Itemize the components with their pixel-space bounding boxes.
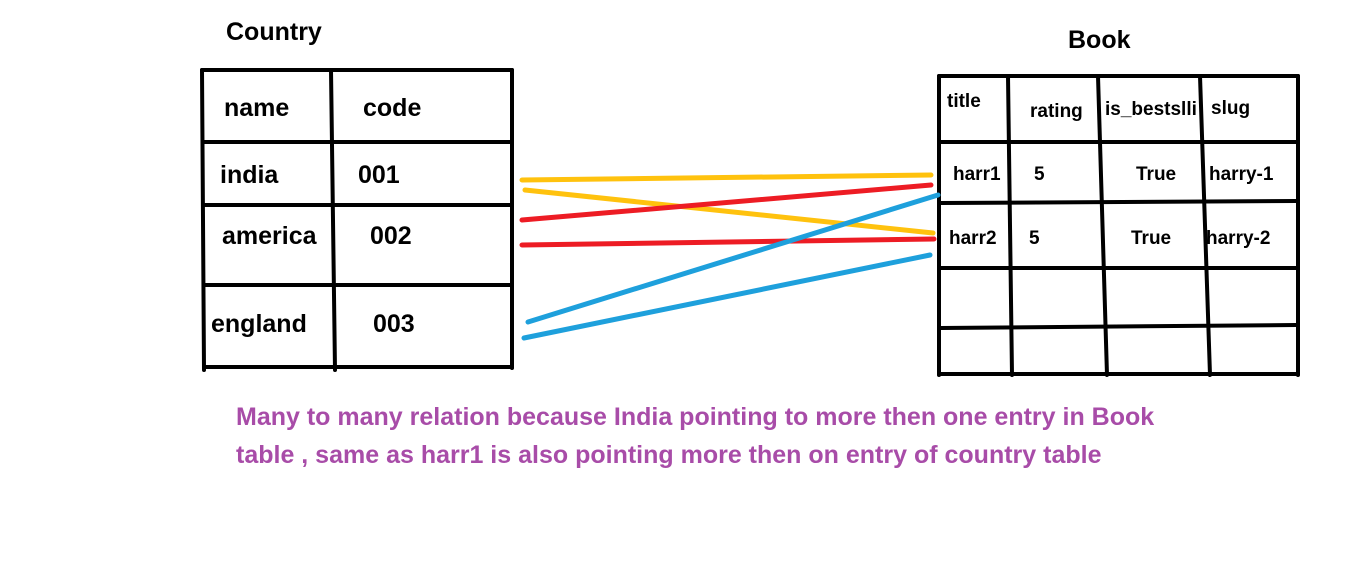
country-border-left <box>200 68 206 372</box>
relation-line-india-harr1 <box>519 172 934 183</box>
country-header-name: name <box>224 94 290 122</box>
caption-line-2: table , same as harr1 is also pointing m… <box>236 441 1102 469</box>
book-header-rating: rating <box>1030 101 1083 122</box>
country-table-grid <box>200 68 514 372</box>
relation-line-india-harr2 <box>522 187 936 236</box>
relation-explanation-caption: Many to many relation because India poin… <box>236 398 1236 474</box>
country-cell-code: 001 <box>358 161 400 189</box>
book-row-divider <box>939 323 1298 330</box>
book-header-is-bestseller: is_bestslli <box>1105 99 1197 120</box>
book-header-title: title <box>947 91 981 112</box>
book-table-title: Book <box>1068 26 1131 54</box>
book-cell-title: harr1 <box>953 164 1001 185</box>
relation-line-america-harr2 <box>519 236 937 248</box>
book-column-divider <box>1198 74 1212 377</box>
country-cell-name: america <box>222 222 317 250</box>
country-cell-name: india <box>220 161 279 189</box>
country-cell-code: 003 <box>373 310 415 338</box>
book-cell-rating: 5 <box>1034 164 1045 185</box>
country-cell-name: england <box>211 310 307 338</box>
country-column-divider <box>329 68 337 372</box>
country-cell-code: 002 <box>370 222 412 250</box>
relation-lines <box>519 172 941 341</box>
caption-line-1: Many to many relation because India poin… <box>236 403 1155 431</box>
relation-line-england-harr1 <box>525 192 941 325</box>
book-cell-title: harr2 <box>949 228 997 249</box>
book-cell-slug: harry-1 <box>1209 164 1274 185</box>
relation-line-england-harr2 <box>521 252 933 341</box>
book-cell-is-bestseller: True <box>1136 164 1177 185</box>
book-cell-is-bestseller: True <box>1131 228 1172 249</box>
book-column-divider <box>1006 74 1014 377</box>
book-header-slug: slug <box>1211 98 1251 119</box>
book-cell-slug: harry-2 <box>1206 228 1271 249</box>
country-table-title: Country <box>226 18 322 46</box>
country-header-code: code <box>363 94 422 122</box>
book-cell-rating: 5 <box>1029 228 1040 249</box>
relation-line-america-harr1 <box>519 182 934 223</box>
book-row-divider <box>939 199 1298 205</box>
book-table-grid <box>937 74 1300 377</box>
